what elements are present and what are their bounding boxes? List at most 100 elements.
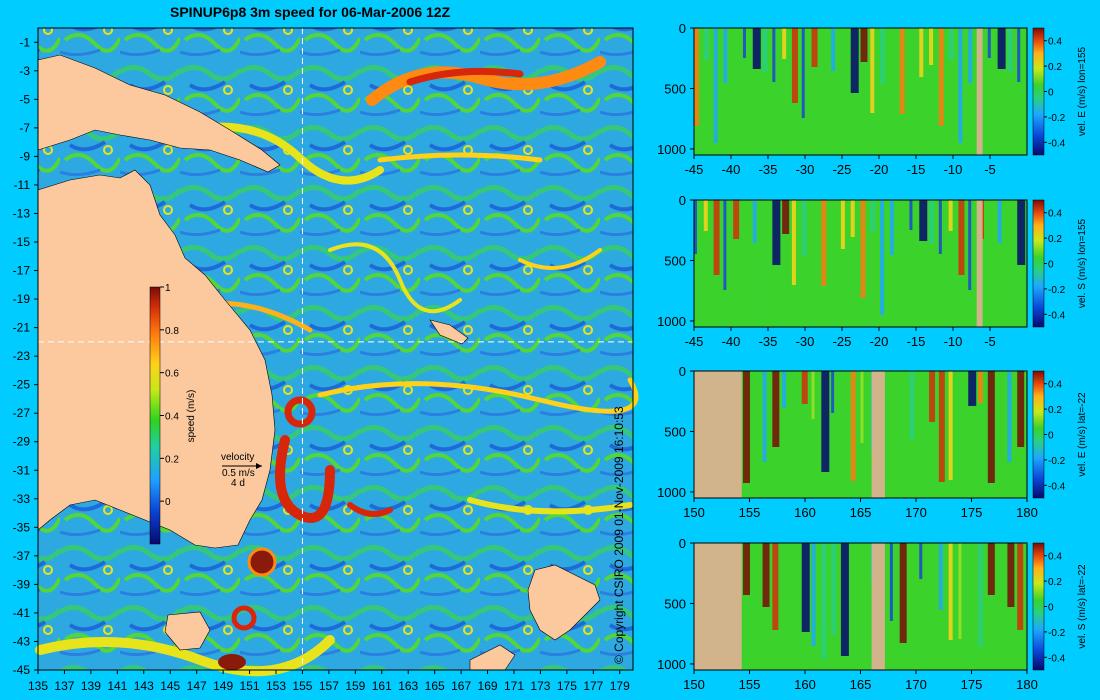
section-band (831, 543, 837, 635)
map-x-tick-label: 137 (54, 679, 74, 693)
section-band (919, 200, 928, 241)
map-x-tick-label: 155 (292, 679, 312, 693)
section-band (733, 28, 740, 85)
section-panel: -45 -40 -35 -30 -25 -20 -15 -10 -5 0 500 1000 0.4 0.2… (657, 21, 1088, 177)
section-band (752, 200, 757, 243)
section-band (909, 543, 917, 649)
section-band (782, 543, 790, 583)
section-band (997, 371, 1004, 416)
map-y-tick-label: -13 (13, 206, 31, 220)
section-band (850, 200, 855, 237)
section-band (733, 200, 740, 239)
map-y-tick-label: -11 (14, 178, 31, 192)
section-band (948, 371, 953, 480)
section-colorbar-label: vel. E (m/s) lon=155 (1077, 46, 1088, 136)
section-band (801, 371, 808, 404)
section-band (958, 200, 965, 275)
section-band (703, 28, 709, 60)
section-band (821, 28, 830, 99)
map-x-tick-label: 163 (398, 679, 418, 693)
section-colorbar-tick-label: 0.2 (1048, 62, 1062, 73)
map-x-tick-label: 135 (28, 679, 48, 693)
section-land-mask (871, 371, 885, 498)
section-panels: -45 -40 -35 -30 -25 -20 -15 -10 -5 0 500 1000 0.4 0.2… (657, 21, 1088, 692)
section-y-tick-label: 1000 (657, 314, 686, 329)
section-band (987, 371, 995, 483)
section-y-tick-label: 500 (664, 81, 686, 96)
section-band (958, 28, 963, 143)
velocity-key-duration: 4 d (231, 478, 245, 489)
section-panel: -45 -40 -35 -30 -25 -20 -15 -10 -5 0 500 1000 0.4 0.2… (657, 193, 1088, 349)
section-band (978, 543, 984, 647)
map-x-tick-label: 165 (425, 679, 445, 693)
section-band (762, 543, 770, 607)
map-x-tick-label: 151 (240, 679, 260, 693)
section-frame (693, 27, 1028, 156)
section-band (978, 371, 984, 403)
section-colorbar-tick-label: -0.2 (1048, 456, 1066, 467)
section-band (899, 371, 906, 410)
section-x-tick-label: -15 (907, 162, 926, 177)
section-band (850, 28, 859, 93)
section-x-tick-label: -35 (759, 162, 778, 177)
section-x-tick-label: -5 (984, 162, 996, 177)
section-band (742, 28, 746, 58)
section-band (909, 200, 913, 230)
map-x-tick-label: 157 (319, 679, 339, 693)
section-colorbar-tick-label: 0.4 (1048, 552, 1062, 563)
section-x-tick-label: -30 (796, 162, 815, 177)
section-band (860, 371, 864, 443)
map-y-tick-label: -33 (13, 492, 31, 506)
section-band (889, 543, 893, 621)
section-colorbar (1032, 542, 1045, 671)
section-band (889, 28, 897, 122)
section-x-tick-label: 150 (683, 505, 705, 520)
section-band (782, 28, 787, 59)
map-current-features (35, 56, 639, 677)
section-band (772, 200, 781, 265)
section-colorbar-tick-label: 0.2 (1048, 405, 1062, 416)
section-band (919, 371, 926, 404)
section-x-tick-label: -15 (907, 334, 926, 349)
section-y-tick-label: 1000 (657, 142, 686, 157)
map-x-tick-label: 159 (345, 679, 365, 693)
section-x-tick-label: 150 (683, 677, 705, 692)
section-land-mask (976, 200, 983, 327)
velocity-key-arrowhead (256, 463, 262, 469)
section-band (703, 200, 708, 231)
section-band (987, 28, 991, 58)
section-band (1017, 200, 1026, 265)
map-x-tick-label: 171 (504, 679, 524, 693)
section-band (791, 543, 798, 648)
section-x-tick-label: 180 (1016, 505, 1038, 520)
section-band (840, 200, 845, 249)
section-band (929, 371, 936, 422)
section-x-tick-label: 160 (794, 677, 816, 692)
velocity-key: velocity 0.5 m/s 4 d (221, 452, 262, 489)
section-band (1007, 200, 1015, 318)
section-band (919, 28, 924, 77)
section-band (762, 200, 770, 318)
section-band (811, 28, 818, 67)
section-land-mask (694, 371, 742, 498)
section-y-tick-label: 1000 (657, 657, 686, 672)
section-band (801, 543, 810, 632)
section-colorbar (1032, 199, 1045, 328)
section-band (831, 28, 836, 71)
section-band (938, 543, 943, 610)
map-x-tick-label: 139 (81, 679, 101, 693)
section-colorbar-tick-label: 0.2 (1048, 234, 1062, 245)
section-band (782, 371, 787, 408)
section-panel: 150 155 160 165 170 175 180 0 500 1000 0.4 0.2 0 -0.2… (657, 536, 1088, 692)
map-y-axis: -1 -3 -5 -7 -9 -11 -13 -15 -17 -19 -21 -23 -25 -27 -29… (13, 35, 38, 677)
section-band (899, 543, 907, 643)
section-band (821, 543, 827, 659)
map-y-tick-label: -27 (13, 406, 31, 420)
section-band (840, 543, 849, 656)
section-y-tick-label: 500 (664, 596, 686, 611)
section-band (742, 543, 750, 595)
section-band (860, 543, 868, 589)
map-y-tick-label: -7 (19, 121, 30, 135)
section-colorbar-label: vel. S (m/s) lat=-22 (1077, 564, 1088, 649)
